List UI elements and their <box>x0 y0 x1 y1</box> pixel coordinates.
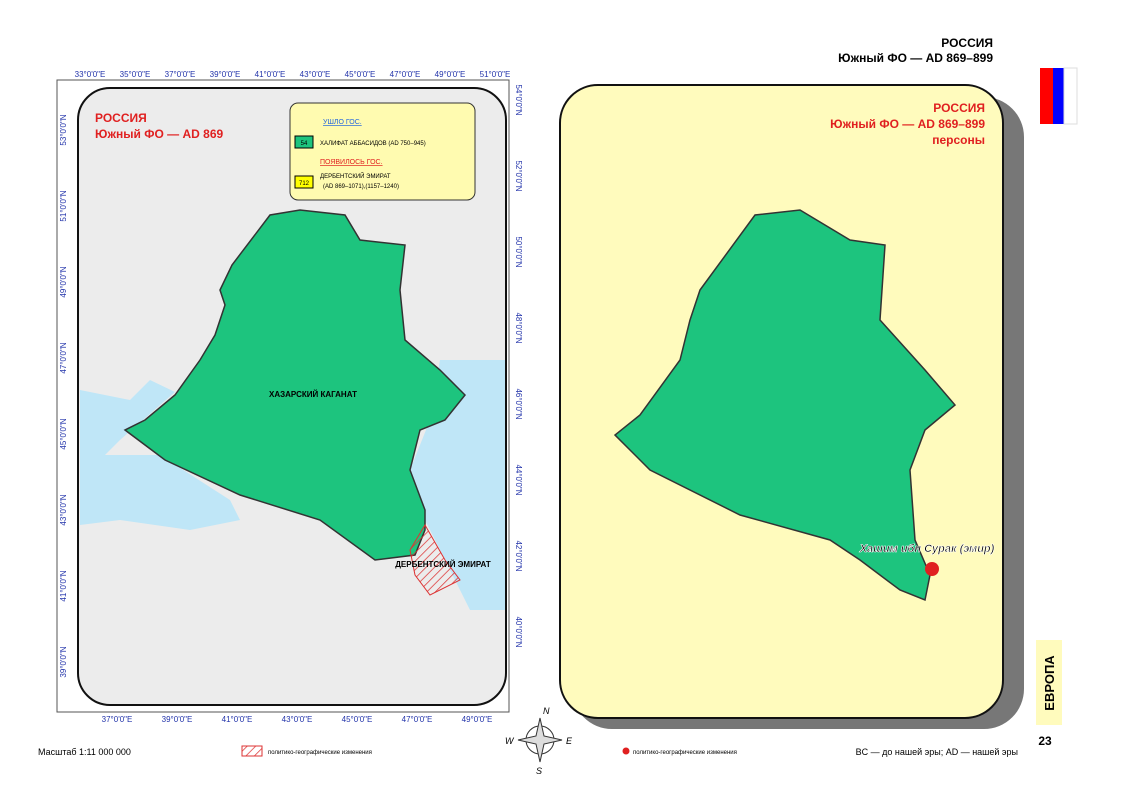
left-map: РОССИЯ Южный ФО — AD 869 УШЛО ГОС. 54 ХА… <box>56 70 523 724</box>
flag <box>1040 67 1078 125</box>
latitude-label: 46°0'0"N <box>514 388 523 419</box>
derbent-emirate <box>409 524 461 596</box>
legend-heading: УШЛО ГОС. <box>323 119 362 126</box>
map-subtitle: Южный ФО — AD 869 <box>95 127 223 141</box>
legend-entry: ДЕРБЕНТСКИЙ ЭМИРАТ <box>320 172 391 180</box>
legend-heading: ПОЯВИЛОСЬ ГОС. <box>320 159 383 166</box>
latitude-label: 40°0'0"N <box>514 616 523 647</box>
longitude-label: 45°0'0"E <box>345 70 376 79</box>
longitude-label: 37°0'0"E <box>165 70 196 79</box>
sea <box>80 380 175 470</box>
compass-letter: N <box>543 706 550 716</box>
person-icon <box>925 562 939 576</box>
latitude-label: 43°0'0"N <box>59 494 68 525</box>
khazar-territory <box>123 209 467 561</box>
region-tab-label: ЕВРОПА <box>1042 655 1057 711</box>
legend-dot <box>622 747 630 755</box>
footer-legend: политико-географические изменения <box>633 750 737 756</box>
longitude-label: 35°0'0"E <box>120 70 151 79</box>
header-country: РОССИЯ <box>941 36 993 50</box>
compass-letter: E <box>566 736 573 746</box>
right-map: РОССИЯ Южный ФО — AD 869–899 персоны Хаш… <box>559 84 1024 729</box>
footer-legend: политико-географические изменения <box>268 750 372 756</box>
header-subtitle: Южный ФО — AD 869–899 <box>838 51 993 65</box>
latitude-label: 39°0'0"N <box>59 646 68 677</box>
person-label: Хашим ибн Сурак (эмир) <box>859 543 995 555</box>
region-tab <box>1036 640 1062 725</box>
longitude-label: 47°0'0"E <box>390 70 421 79</box>
legend-box <box>289 102 476 201</box>
longitude-label: 43°0'0"E <box>282 715 313 724</box>
latitude-label: 51°0'0"N <box>59 190 68 221</box>
longitude-label: 49°0'0"E <box>462 715 493 724</box>
longitude-label: 39°0'0"E <box>162 715 193 724</box>
region-label: ХАЗАРСКИЙ КАГАНАТ <box>269 390 357 399</box>
latitude-label: 42°0'0"N <box>514 540 523 571</box>
latitude-label: 47°0'0"N <box>59 342 68 373</box>
longitude-label: 47°0'0"E <box>402 715 433 724</box>
sea <box>80 455 240 530</box>
legend-entry: ХАЛИФАТ АББАСИДОВ (AD 750–945) <box>320 141 426 147</box>
latitude-label: 49°0'0"N <box>59 266 68 297</box>
legend-swatch <box>241 745 263 757</box>
longitude-label: 45°0'0"E <box>342 715 373 724</box>
longitude-label: 49°0'0"E <box>435 70 466 79</box>
latitude-label: 45°0'0"N <box>59 418 68 449</box>
latitude-label: 48°0'0"N <box>514 312 523 343</box>
latitude-label: 53°0'0"N <box>59 114 68 145</box>
legend-badge: 712 <box>299 181 310 187</box>
compass-rose: N W E S <box>505 706 573 776</box>
longitude-label: 39°0'0"E <box>210 70 241 79</box>
map-title: РОССИЯ <box>933 101 985 115</box>
era-note: BC — до нашей эры; AD — нашей эры <box>856 747 1018 757</box>
compass-letter: S <box>536 766 542 776</box>
legend-entry: (AD 869–1071),(1157–1240) <box>323 184 399 190</box>
longitude-label: 33°0'0"E <box>75 70 106 79</box>
latitude-label: 44°0'0"N <box>514 464 523 495</box>
map-title: РОССИЯ <box>95 111 147 125</box>
region-label: ДЕРБЕНТСКИЙ ЭМИРАТ <box>395 560 491 569</box>
longitude-label: 51°0'0"E <box>480 70 511 79</box>
map-subject: персоны <box>932 133 985 147</box>
longitude-label: 41°0'0"E <box>255 70 286 79</box>
latitude-label: 52°0'0"N <box>514 160 523 191</box>
page-number: 23 <box>1038 734 1052 748</box>
longitude-label: 37°0'0"E <box>102 715 133 724</box>
latitude-label: 41°0'0"N <box>59 570 68 601</box>
latitude-label: 54°0'0"N <box>514 84 523 115</box>
latitude-label: 50°0'0"N <box>514 236 523 267</box>
longitude-label: 41°0'0"E <box>222 715 253 724</box>
compass-letter: W <box>505 736 515 746</box>
legend-badge: 54 <box>301 141 308 147</box>
legend-swatch <box>294 175 314 189</box>
longitude-label: 43°0'0"E <box>300 70 331 79</box>
scale-label: Масштаб 1:11 000 000 <box>38 747 131 757</box>
map-subtitle: Южный ФО — AD 869–899 <box>830 117 985 131</box>
legend-swatch <box>294 135 314 149</box>
